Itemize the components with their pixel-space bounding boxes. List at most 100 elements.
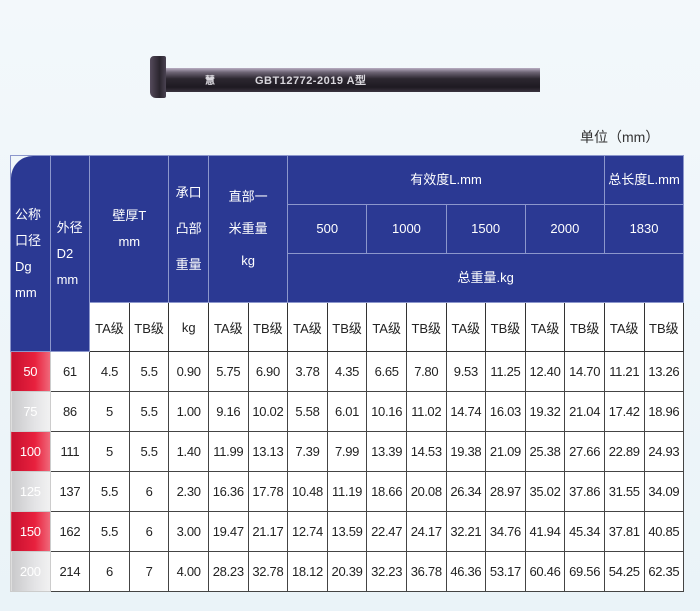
subheader-cell: TB级 (326, 302, 368, 352)
data-cell: 12.40 (524, 351, 566, 392)
subheader-cell: TB级 (247, 302, 289, 352)
data-cell: 20.08 (405, 471, 447, 512)
data-cell: 19.47 (207, 511, 249, 552)
data-cell: 7 (128, 551, 170, 592)
header-d2: 外径D2 mm (49, 155, 91, 352)
data-cell: 19.32 (524, 391, 566, 432)
data-cell: 6.90 (247, 351, 289, 392)
data-cell: 31.55 (603, 471, 645, 512)
dg-cell: 75 (10, 391, 51, 432)
data-cell: 18.66 (366, 471, 407, 512)
data-cell: 32.21 (445, 511, 487, 552)
data-cell: 14.70 (564, 351, 605, 392)
header-socket: 承口凸部重量 (168, 155, 209, 303)
header-length-500: 500 (287, 204, 368, 254)
data-cell: 13.13 (247, 431, 289, 472)
data-cell: 2.30 (168, 471, 209, 512)
header-length-2000: 2000 (524, 204, 605, 254)
pipe-product-image: 慧 GBT12772-2019 A型 (150, 52, 540, 100)
data-cell: 5.75 (207, 351, 249, 392)
header-per-meter: 直部一米重量 kg (207, 155, 289, 303)
data-cell: 13.39 (366, 431, 407, 472)
data-cell: 22.89 (603, 431, 645, 472)
data-cell: 18.12 (287, 551, 328, 592)
data-cell: 1.00 (168, 391, 209, 432)
data-cell: 11.99 (207, 431, 249, 472)
header-length-1000: 1000 (366, 204, 447, 254)
data-cell: 0.90 (168, 351, 209, 392)
data-cell: 28.97 (485, 471, 526, 512)
data-cell: 14.53 (405, 431, 447, 472)
data-cell: 3.78 (287, 351, 328, 392)
dg-cell: 200 (10, 551, 51, 592)
data-cell: 1.40 (168, 431, 209, 472)
data-cell: 16.36 (207, 471, 249, 512)
subheader-cell: TB级 (405, 302, 447, 352)
table-row: 200 214 6 7 4.00 28.23 32.78 18.12 20.39 32.23 36.… (10, 551, 685, 592)
data-cell: 5.5 (89, 471, 130, 512)
data-cell: 5 (89, 391, 130, 432)
data-cell: 10.16 (366, 391, 407, 432)
data-cell: 61 (49, 351, 91, 392)
data-cell: 5.58 (287, 391, 328, 432)
subheader-cell: TA级 (524, 302, 566, 352)
data-cell: 7.80 (405, 351, 447, 392)
data-cell: 5.5 (128, 431, 170, 472)
data-cell: 54.25 (603, 551, 645, 592)
data-cell: 14.74 (445, 391, 487, 432)
data-cell: 6 (128, 511, 170, 552)
data-cell: 4.00 (168, 551, 209, 592)
data-cell: 4.35 (326, 351, 368, 392)
data-cell: 32.23 (366, 551, 407, 592)
dg-cell: 100 (10, 431, 51, 472)
data-cell: 17.42 (603, 391, 645, 432)
data-cell: 111 (49, 431, 91, 472)
data-cell: 46.36 (445, 551, 487, 592)
data-cell: 3.00 (168, 511, 209, 552)
data-cell: 5 (89, 431, 130, 472)
data-cell: 9.53 (445, 351, 487, 392)
data-cell: 11.02 (405, 391, 447, 432)
data-cell: 24.93 (643, 431, 685, 472)
header-length-1830: 1830 (603, 204, 685, 254)
data-cell: 214 (49, 551, 91, 592)
subheader-cell: TB级 (485, 302, 526, 352)
data-cell: 35.02 (524, 471, 566, 512)
data-cell: 162 (49, 511, 91, 552)
header-total-weight: 总重量.kg (287, 253, 685, 303)
table-row: 150 162 5.5 6 3.00 19.47 21.17 12.74 13.59 22.47 2… (10, 511, 685, 552)
data-cell: 10.02 (247, 391, 289, 432)
subheader-cell: TB级 (128, 302, 170, 352)
data-cell: 24.17 (405, 511, 447, 552)
data-cell: 45.34 (564, 511, 605, 552)
subheader-cell: TB级 (564, 302, 605, 352)
data-cell: 36.78 (405, 551, 447, 592)
data-cell: 13.59 (326, 511, 368, 552)
header-wall: 壁厚T mm (89, 155, 170, 303)
data-cell: 34.76 (485, 511, 526, 552)
pipe-body (160, 68, 540, 92)
data-cell: 40.85 (643, 511, 685, 552)
header-length-1500: 1500 (445, 204, 526, 254)
data-cell: 21.09 (485, 431, 526, 472)
data-cell: 25.38 (524, 431, 566, 472)
data-cell: 11.25 (485, 351, 526, 392)
table-row: 50 61 4.5 5.5 0.90 5.75 6.90 3.78 4.35 6.65 7.80 9.… (10, 351, 685, 392)
subheader-cell: TA级 (445, 302, 487, 352)
subheader-cell: TB级 (643, 302, 685, 352)
table-row: 100 111 5 5.5 1.40 11.99 13.13 7.39 7.99 13.39 14.… (10, 431, 685, 472)
spec-table: 公称口径Dg mm 外径D2 mm 壁厚T mm 承口凸部重量 直部一米重量 k… (10, 155, 685, 592)
data-cell: 34.09 (643, 471, 685, 512)
data-cell: 69.56 (564, 551, 605, 592)
dg-cell: 150 (10, 511, 51, 552)
data-cell: 86 (49, 391, 91, 432)
data-cell: 32.78 (247, 551, 289, 592)
data-cell: 27.66 (564, 431, 605, 472)
data-cell: 5.5 (89, 511, 130, 552)
data-cell: 17.78 (247, 471, 289, 512)
data-cell: 53.17 (485, 551, 526, 592)
data-cell: 16.03 (485, 391, 526, 432)
data-cell: 9.16 (207, 391, 249, 432)
data-cell: 10.48 (287, 471, 328, 512)
subheader-cell: kg (168, 302, 209, 352)
